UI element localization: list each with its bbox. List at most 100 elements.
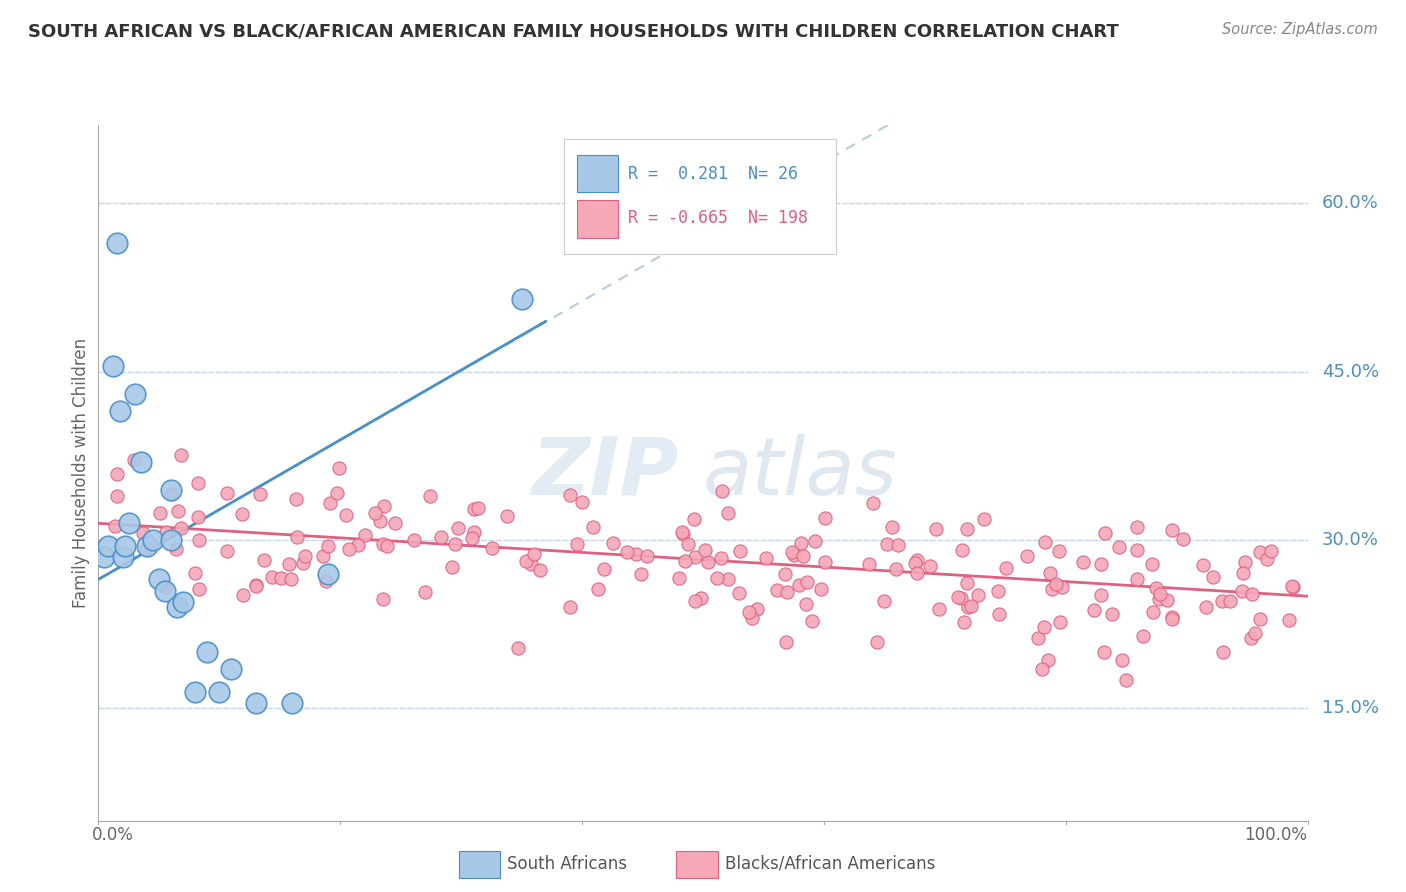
Point — [717, 572, 740, 586]
Point — [231, 507, 253, 521]
Point — [626, 547, 648, 561]
Point — [418, 489, 440, 503]
Point — [135, 541, 157, 556]
Point — [215, 543, 238, 558]
Point — [1111, 653, 1133, 667]
Point — [1140, 557, 1163, 571]
Point — [925, 522, 948, 536]
Point — [1256, 551, 1278, 566]
Point — [463, 524, 485, 539]
Point — [93, 549, 115, 564]
Point — [515, 554, 537, 568]
Point — [108, 404, 131, 418]
Point — [188, 533, 211, 547]
Point — [1243, 625, 1265, 640]
Point — [335, 508, 357, 523]
Point — [169, 448, 191, 462]
Point — [1017, 549, 1039, 563]
Point — [887, 538, 910, 552]
Point — [316, 566, 339, 581]
Point — [461, 531, 484, 545]
Point — [184, 566, 207, 580]
Point — [249, 486, 271, 500]
Point — [1045, 577, 1067, 591]
Point — [105, 467, 128, 481]
Point — [1260, 544, 1282, 558]
Point — [463, 502, 485, 516]
Point — [508, 640, 530, 655]
Point — [1039, 566, 1062, 580]
Point — [994, 561, 1017, 575]
Point — [281, 696, 304, 710]
Point — [495, 508, 517, 523]
Point — [135, 539, 157, 553]
Point — [221, 662, 243, 676]
FancyBboxPatch shape — [578, 155, 619, 193]
Point — [1126, 520, 1149, 534]
Point — [671, 524, 693, 539]
Point — [810, 582, 832, 596]
Point — [118, 516, 141, 531]
Text: atlas: atlas — [703, 434, 898, 512]
Point — [368, 514, 391, 528]
Point — [1232, 566, 1254, 580]
Point — [481, 541, 503, 555]
Point — [1094, 526, 1116, 541]
Point — [413, 584, 436, 599]
Point — [884, 561, 907, 575]
Point — [402, 533, 425, 547]
Point — [616, 545, 638, 559]
Point — [132, 525, 155, 540]
Point — [728, 586, 751, 600]
Point — [789, 536, 811, 550]
Point — [252, 553, 274, 567]
Point — [1090, 588, 1112, 602]
Point — [1281, 579, 1303, 593]
Point — [208, 684, 231, 698]
Point — [1132, 629, 1154, 643]
Point — [245, 579, 267, 593]
Point — [738, 605, 761, 619]
Point — [520, 557, 543, 571]
Point — [1249, 545, 1271, 559]
Point — [948, 591, 970, 605]
Point — [796, 575, 818, 590]
Point — [315, 574, 337, 589]
Point — [813, 556, 835, 570]
Point — [245, 696, 267, 710]
Text: SOUTH AFRICAN VS BLACK/AFRICAN AMERICAN FAMILY HOUSEHOLDS WITH CHILDREN CORRELAT: SOUTH AFRICAN VS BLACK/AFRICAN AMERICAN … — [28, 22, 1119, 40]
Point — [1092, 645, 1115, 659]
Point — [780, 544, 803, 558]
Point — [775, 634, 797, 648]
Point — [1144, 581, 1167, 595]
Point — [165, 542, 187, 557]
Point — [873, 593, 896, 607]
Point — [122, 453, 145, 467]
Point — [1230, 583, 1253, 598]
Text: 60.0%: 60.0% — [1322, 194, 1379, 212]
Point — [375, 539, 398, 553]
Point — [447, 521, 470, 535]
Point — [967, 588, 990, 602]
Point — [287, 530, 309, 544]
Point — [973, 512, 995, 526]
Point — [280, 572, 302, 586]
Point — [717, 506, 740, 520]
Point — [1191, 558, 1213, 572]
Point — [1071, 555, 1094, 569]
Point — [813, 511, 835, 525]
Point — [1147, 592, 1170, 607]
Text: 30.0%: 30.0% — [1322, 531, 1379, 549]
Point — [905, 566, 928, 580]
FancyBboxPatch shape — [564, 139, 837, 253]
Point — [956, 599, 979, 614]
Point — [672, 526, 695, 541]
Point — [291, 556, 314, 570]
Point — [794, 597, 817, 611]
Point — [169, 521, 191, 535]
Point — [160, 483, 183, 497]
Point — [294, 549, 316, 564]
Point — [155, 580, 177, 594]
Point — [693, 542, 716, 557]
Point — [905, 553, 928, 567]
